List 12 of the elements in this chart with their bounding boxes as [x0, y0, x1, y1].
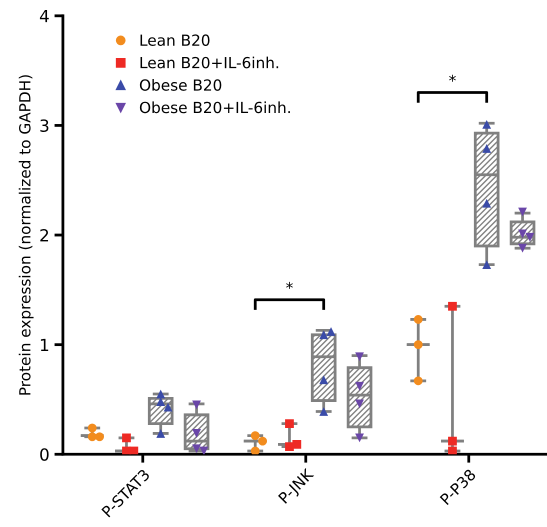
y-axis-title: Protein expression (normalized to GAPDH) [18, 75, 34, 395]
annotation: * [286, 282, 293, 289]
y-tick-label: 1 [40, 338, 48, 351]
annotation: * [449, 74, 456, 82]
legend-label: Lean B20+IL-6inh. [140, 56, 278, 68]
y-tick-label: 0 [40, 448, 49, 461]
y-tick-label: 3 [40, 119, 48, 132]
y-tick-label: 4 [40, 10, 49, 22]
legend-label: Obese B20+IL-6inh. [140, 101, 290, 114]
legend-label: Obese B20 [140, 78, 222, 91]
legend-label: Lean B20 [140, 34, 210, 46]
y-tick-label: 2 [40, 229, 48, 242]
